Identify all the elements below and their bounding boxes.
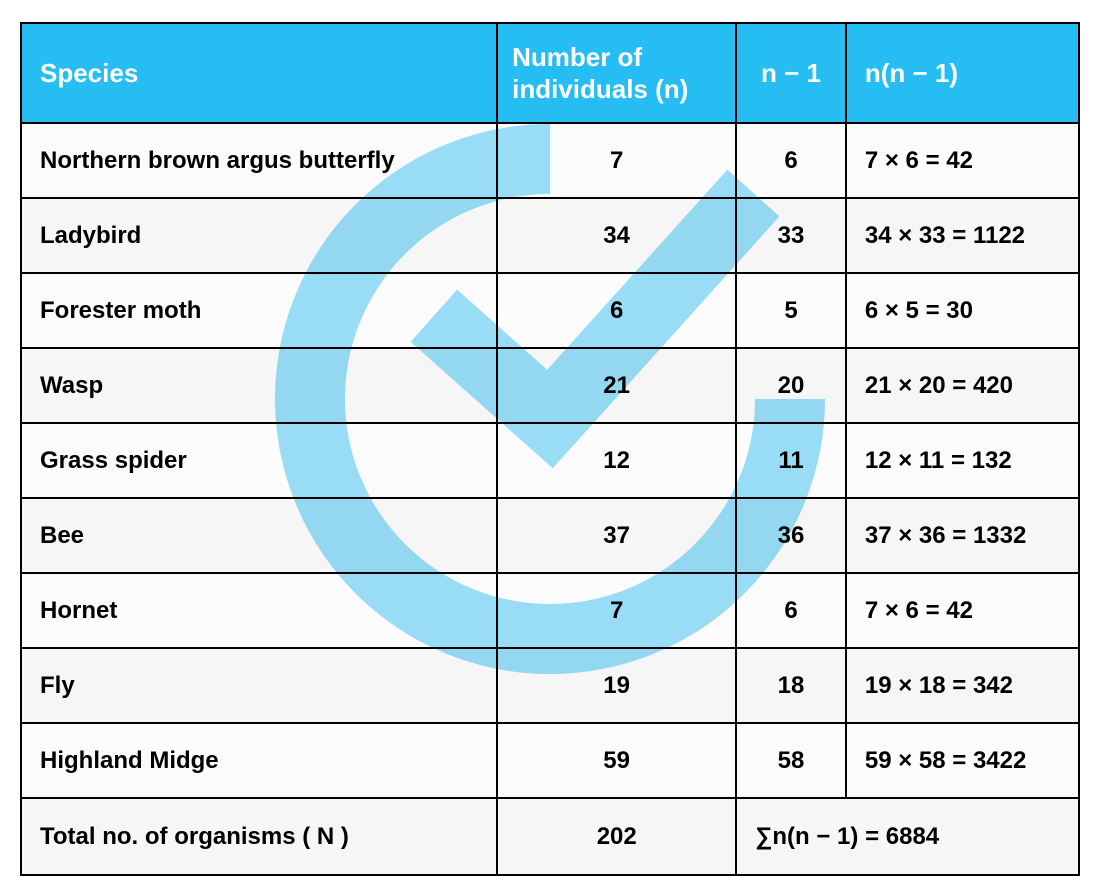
- cell-n-minus-1: 58: [737, 724, 847, 797]
- n1-text: 11: [778, 447, 803, 475]
- cell-formula: 34 × 33 = 1122: [847, 199, 1078, 272]
- formula-text: 6 × 5 = 30: [865, 297, 973, 325]
- diversity-index-table: Species Number of individuals (n) n − 1 …: [20, 22, 1080, 876]
- cell-formula: 59 × 58 = 3422: [847, 724, 1078, 797]
- col-header-n: Number of individuals (n): [498, 24, 737, 122]
- table-row: Fly 19 18 19 × 18 = 342: [22, 649, 1078, 724]
- n1-text: 6: [784, 147, 797, 175]
- n-text: 34: [603, 222, 630, 250]
- table-row: Grass spider 12 11 12 × 11 = 132: [22, 424, 1078, 499]
- species-text: Northern brown argus butterfly: [40, 147, 395, 175]
- cell-species: Highland Midge: [22, 724, 498, 797]
- col-header-n-label: Number of individuals (n): [512, 41, 721, 106]
- formula-text: 19 × 18 = 342: [865, 672, 1013, 700]
- species-text: Ladybird: [40, 222, 141, 250]
- species-text: Highland Midge: [40, 747, 219, 775]
- cell-n-minus-1: 6: [737, 574, 847, 647]
- cell-n: 59: [498, 724, 737, 797]
- col-header-nn1: n(n − 1): [847, 24, 1078, 122]
- n-text: 12: [603, 447, 630, 475]
- table-row: Hornet 7 6 7 × 6 = 42: [22, 574, 1078, 649]
- col-header-species-label: Species: [40, 58, 138, 89]
- n1-text: 18: [778, 672, 805, 700]
- n-text: 7: [610, 147, 623, 175]
- col-header-species: Species: [22, 24, 498, 122]
- cell-formula: 6 × 5 = 30: [847, 274, 1078, 347]
- cell-species: Ladybird: [22, 199, 498, 272]
- total-label-text: Total no. of organisms ( N ): [40, 823, 349, 851]
- species-text: Hornet: [40, 597, 117, 625]
- table-row: Ladybird 34 33 34 × 33 = 1122: [22, 199, 1078, 274]
- cell-n-minus-1: 36: [737, 499, 847, 572]
- table-total-row: Total no. of organisms ( N ) 202 ∑n(n − …: [22, 799, 1078, 874]
- cell-n: 12: [498, 424, 737, 497]
- cell-formula: 19 × 18 = 342: [847, 649, 1078, 722]
- formula-text: 12 × 11 = 132: [865, 447, 1012, 475]
- col-header-nn1-label: n(n − 1): [865, 58, 958, 89]
- formula-text: 7 × 6 = 42: [865, 147, 973, 175]
- n1-text: 5: [784, 297, 797, 325]
- cell-n: 6: [498, 274, 737, 347]
- species-text: Forester moth: [40, 297, 201, 325]
- cell-n: 7: [498, 574, 737, 647]
- cell-species: Northern brown argus butterfly: [22, 124, 498, 197]
- formula-text: 37 × 36 = 1332: [865, 522, 1026, 550]
- cell-formula: 12 × 11 = 132: [847, 424, 1078, 497]
- cell-formula: 21 × 20 = 420: [847, 349, 1078, 422]
- cell-formula: 7 × 6 = 42: [847, 574, 1078, 647]
- cell-n-minus-1: 5: [737, 274, 847, 347]
- col-header-n-minus-1: n − 1: [737, 24, 847, 122]
- cell-species: Grass spider: [22, 424, 498, 497]
- table-row: Forester moth 6 5 6 × 5 = 30: [22, 274, 1078, 349]
- formula-text: 59 × 58 = 3422: [865, 747, 1026, 775]
- n-text: 21: [603, 372, 630, 400]
- formula-text: 7 × 6 = 42: [865, 597, 973, 625]
- formula-text: 34 × 33 = 1122: [865, 222, 1025, 250]
- cell-n-minus-1: 11: [737, 424, 847, 497]
- cell-total-n: 202: [498, 799, 737, 874]
- cell-formula: 37 × 36 = 1332: [847, 499, 1078, 572]
- table-header-row: Species Number of individuals (n) n − 1 …: [22, 24, 1078, 124]
- cell-n-minus-1: 18: [737, 649, 847, 722]
- cell-n: 7: [498, 124, 737, 197]
- total-n-text: 202: [597, 823, 637, 851]
- cell-species: Bee: [22, 499, 498, 572]
- table-row: Bee 37 36 37 × 36 = 1332: [22, 499, 1078, 574]
- n1-text: 6: [784, 597, 797, 625]
- cell-species: Hornet: [22, 574, 498, 647]
- n-text: 37: [603, 522, 630, 550]
- cell-total-label: Total no. of organisms ( N ): [22, 799, 498, 874]
- formula-text: 21 × 20 = 420: [865, 372, 1013, 400]
- species-text: Bee: [40, 522, 84, 550]
- n1-text: 36: [778, 522, 805, 550]
- n-text: 7: [610, 597, 623, 625]
- cell-species: Forester moth: [22, 274, 498, 347]
- cell-formula: 7 × 6 = 42: [847, 124, 1078, 197]
- n1-text: 58: [778, 747, 805, 775]
- cell-n: 34: [498, 199, 737, 272]
- table-row: Northern brown argus butterfly 7 6 7 × 6…: [22, 124, 1078, 199]
- species-text: Grass spider: [40, 447, 187, 475]
- col-header-n-minus-1-label: n − 1: [761, 58, 821, 89]
- n1-text: 33: [778, 222, 805, 250]
- cell-species: Fly: [22, 649, 498, 722]
- cell-n: 37: [498, 499, 737, 572]
- n-text: 19: [603, 672, 630, 700]
- n-text: 59: [603, 747, 630, 775]
- n-text: 6: [610, 297, 623, 325]
- cell-n-minus-1: 20: [737, 349, 847, 422]
- table-row: Wasp 21 20 21 × 20 = 420: [22, 349, 1078, 424]
- cell-total-sum: ∑n(n − 1) = 6884: [737, 799, 1078, 874]
- cell-species: Wasp: [22, 349, 498, 422]
- n1-text: 20: [778, 372, 805, 400]
- cell-n-minus-1: 6: [737, 124, 847, 197]
- species-text: Wasp: [40, 372, 103, 400]
- table-row: Highland Midge 59 58 59 × 58 = 3422: [22, 724, 1078, 799]
- total-sum-text: ∑n(n − 1) = 6884: [755, 823, 939, 851]
- cell-n: 19: [498, 649, 737, 722]
- species-text: Fly: [40, 672, 75, 700]
- cell-n: 21: [498, 349, 737, 422]
- cell-n-minus-1: 33: [737, 199, 847, 272]
